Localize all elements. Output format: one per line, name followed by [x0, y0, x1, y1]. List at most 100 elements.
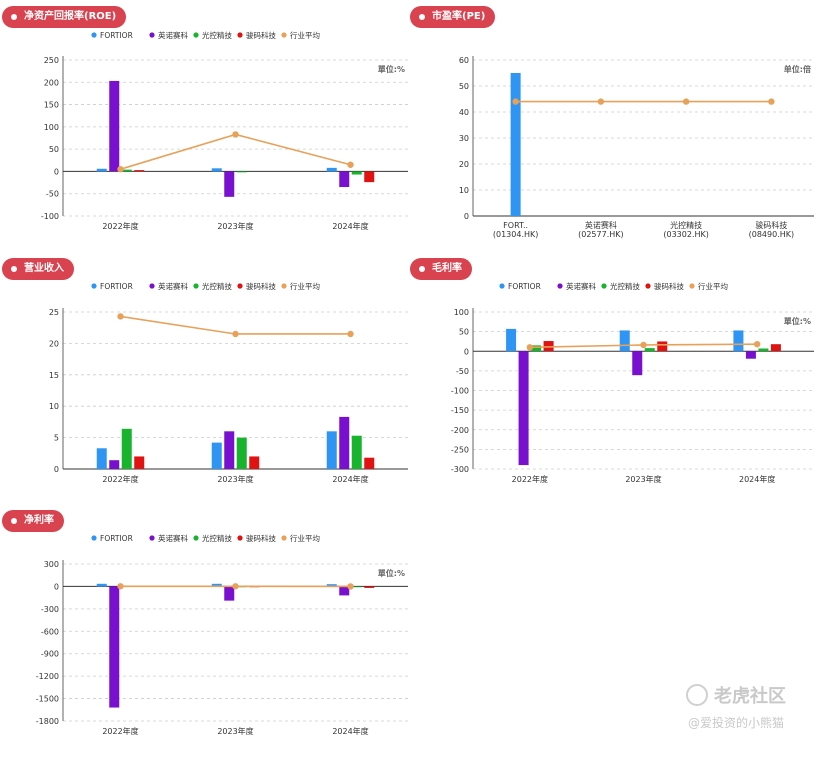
legend-label: 光控精技: [202, 533, 232, 543]
bar-英诺赛科: [109, 460, 119, 469]
y-tick-label: 20: [459, 160, 469, 169]
bar-骏码科技: [134, 170, 144, 171]
unit-label: 單位:%: [784, 316, 811, 326]
industry-average-point: [347, 162, 353, 168]
legend-marker: [281, 32, 286, 37]
x-tick-label: 2023年度: [625, 474, 661, 484]
legend-marker: [601, 283, 606, 288]
x-tick-label: 2024年度: [332, 726, 368, 736]
x-tick-label: 2024年度: [332, 221, 368, 231]
bar-FORTIOR: [327, 431, 337, 469]
legend-marker: [91, 535, 96, 540]
watermark: 老虎社区: [686, 682, 786, 708]
y-tick-label: 0: [54, 167, 59, 176]
y-tick-label: 300: [44, 560, 59, 569]
y-tick-label: 10: [459, 186, 469, 195]
bar-光控精技: [122, 429, 132, 469]
legend-marker: [237, 535, 242, 540]
chart-title-pill: 净资产回报率(ROE): [2, 6, 126, 28]
industry-average-point: [117, 583, 123, 589]
y-tick-label: -1200: [36, 672, 59, 681]
legend-label: 行业平均: [290, 533, 320, 543]
x-tick-label: 2022年度: [102, 726, 138, 736]
x-tick-label: FORT..: [503, 221, 528, 230]
legend-label: FORTIOR: [100, 534, 133, 543]
bar-FORTIOR: [212, 168, 222, 171]
y-tick-label: 5: [54, 434, 59, 443]
bar-骏码科技: [657, 341, 667, 351]
legend-label: 骏码科技: [246, 533, 276, 543]
x-tick-label: (02577.HK): [578, 230, 624, 239]
tiger-logo-icon: [686, 684, 708, 706]
legend-label: 骏码科技: [654, 281, 684, 291]
y-tick-label: 0: [54, 465, 59, 474]
bar-骏码科技: [364, 586, 374, 587]
industry-average-point: [117, 166, 123, 172]
legend-marker: [237, 283, 242, 288]
bar-FORTIOR: [97, 448, 107, 469]
bar-光控精技: [645, 348, 655, 351]
y-tick-label: -1500: [36, 695, 59, 704]
bar-英诺赛科: [339, 417, 349, 469]
industry-average-point: [232, 583, 238, 589]
legend-label: 行业平均: [698, 281, 728, 291]
legend-label: 英诺赛科: [158, 30, 188, 40]
x-tick-label: 2022年度: [102, 221, 138, 231]
bar-FORTIOR: [620, 330, 630, 351]
industry-average-point: [232, 131, 238, 137]
industry-average-line: [121, 134, 351, 169]
legend-label: 骏码科技: [246, 281, 276, 291]
bar-英诺赛科: [632, 351, 642, 375]
legend-marker: [689, 283, 694, 288]
y-tick-label: -200: [451, 426, 469, 435]
legend-marker: [557, 283, 562, 288]
unit-label: 单位:倍: [784, 64, 811, 74]
y-tick-label: -900: [41, 650, 59, 659]
legend-label: 骏码科技: [246, 30, 276, 40]
bar-英诺赛科: [224, 171, 234, 196]
legend-label: FORTIOR: [100, 31, 133, 40]
legend-label: FORTIOR: [100, 282, 133, 291]
x-tick-label: 2023年度: [217, 221, 253, 231]
bar-英诺赛科: [746, 351, 756, 358]
y-tick-label: 100: [44, 123, 59, 132]
legend-label: 光控精技: [610, 281, 640, 291]
y-tick-label: -50: [46, 190, 59, 199]
y-tick-label: 150: [44, 101, 59, 110]
bar-光控精技: [352, 171, 362, 174]
x-tick-label: 2023年度: [217, 474, 253, 484]
y-tick-label: 15: [49, 371, 59, 380]
unit-label: 單位:%: [378, 64, 405, 74]
y-tick-label: 0: [54, 582, 59, 591]
legend-label: FORTIOR: [508, 282, 541, 291]
legend-marker: [91, 32, 96, 37]
y-tick-label: 50: [49, 145, 59, 154]
bar-英诺赛科: [224, 586, 234, 600]
y-tick-label: 30: [459, 134, 469, 143]
chart-title-pill: 净利率: [2, 510, 64, 532]
industry-average-point: [598, 98, 604, 104]
y-tick-label: 50: [459, 328, 469, 337]
bar-骏码科技: [771, 344, 781, 351]
industry-average-point: [683, 98, 689, 104]
legend-marker: [645, 283, 650, 288]
x-tick-label: (03302.HK): [663, 230, 709, 239]
y-tick-label: 10: [49, 402, 59, 411]
y-tick-label: -100: [451, 387, 469, 396]
chart-title-pill: 营业收入: [2, 258, 74, 280]
legend-marker: [193, 32, 198, 37]
legend-marker: [193, 283, 198, 288]
x-tick-label: 光控精技: [670, 220, 702, 230]
legend-label: 光控精技: [202, 281, 232, 291]
bar-英诺赛科: [109, 586, 119, 707]
y-tick-label: -1800: [36, 717, 59, 726]
bar-FORTIOR: [733, 330, 743, 351]
x-tick-label: 2022年度: [512, 474, 548, 484]
y-tick-label: 0: [464, 347, 469, 356]
legend-marker: [149, 535, 154, 540]
bar-光控精技: [758, 349, 768, 352]
y-tick-label: 250: [44, 56, 59, 65]
y-tick-label: -300: [451, 465, 469, 474]
